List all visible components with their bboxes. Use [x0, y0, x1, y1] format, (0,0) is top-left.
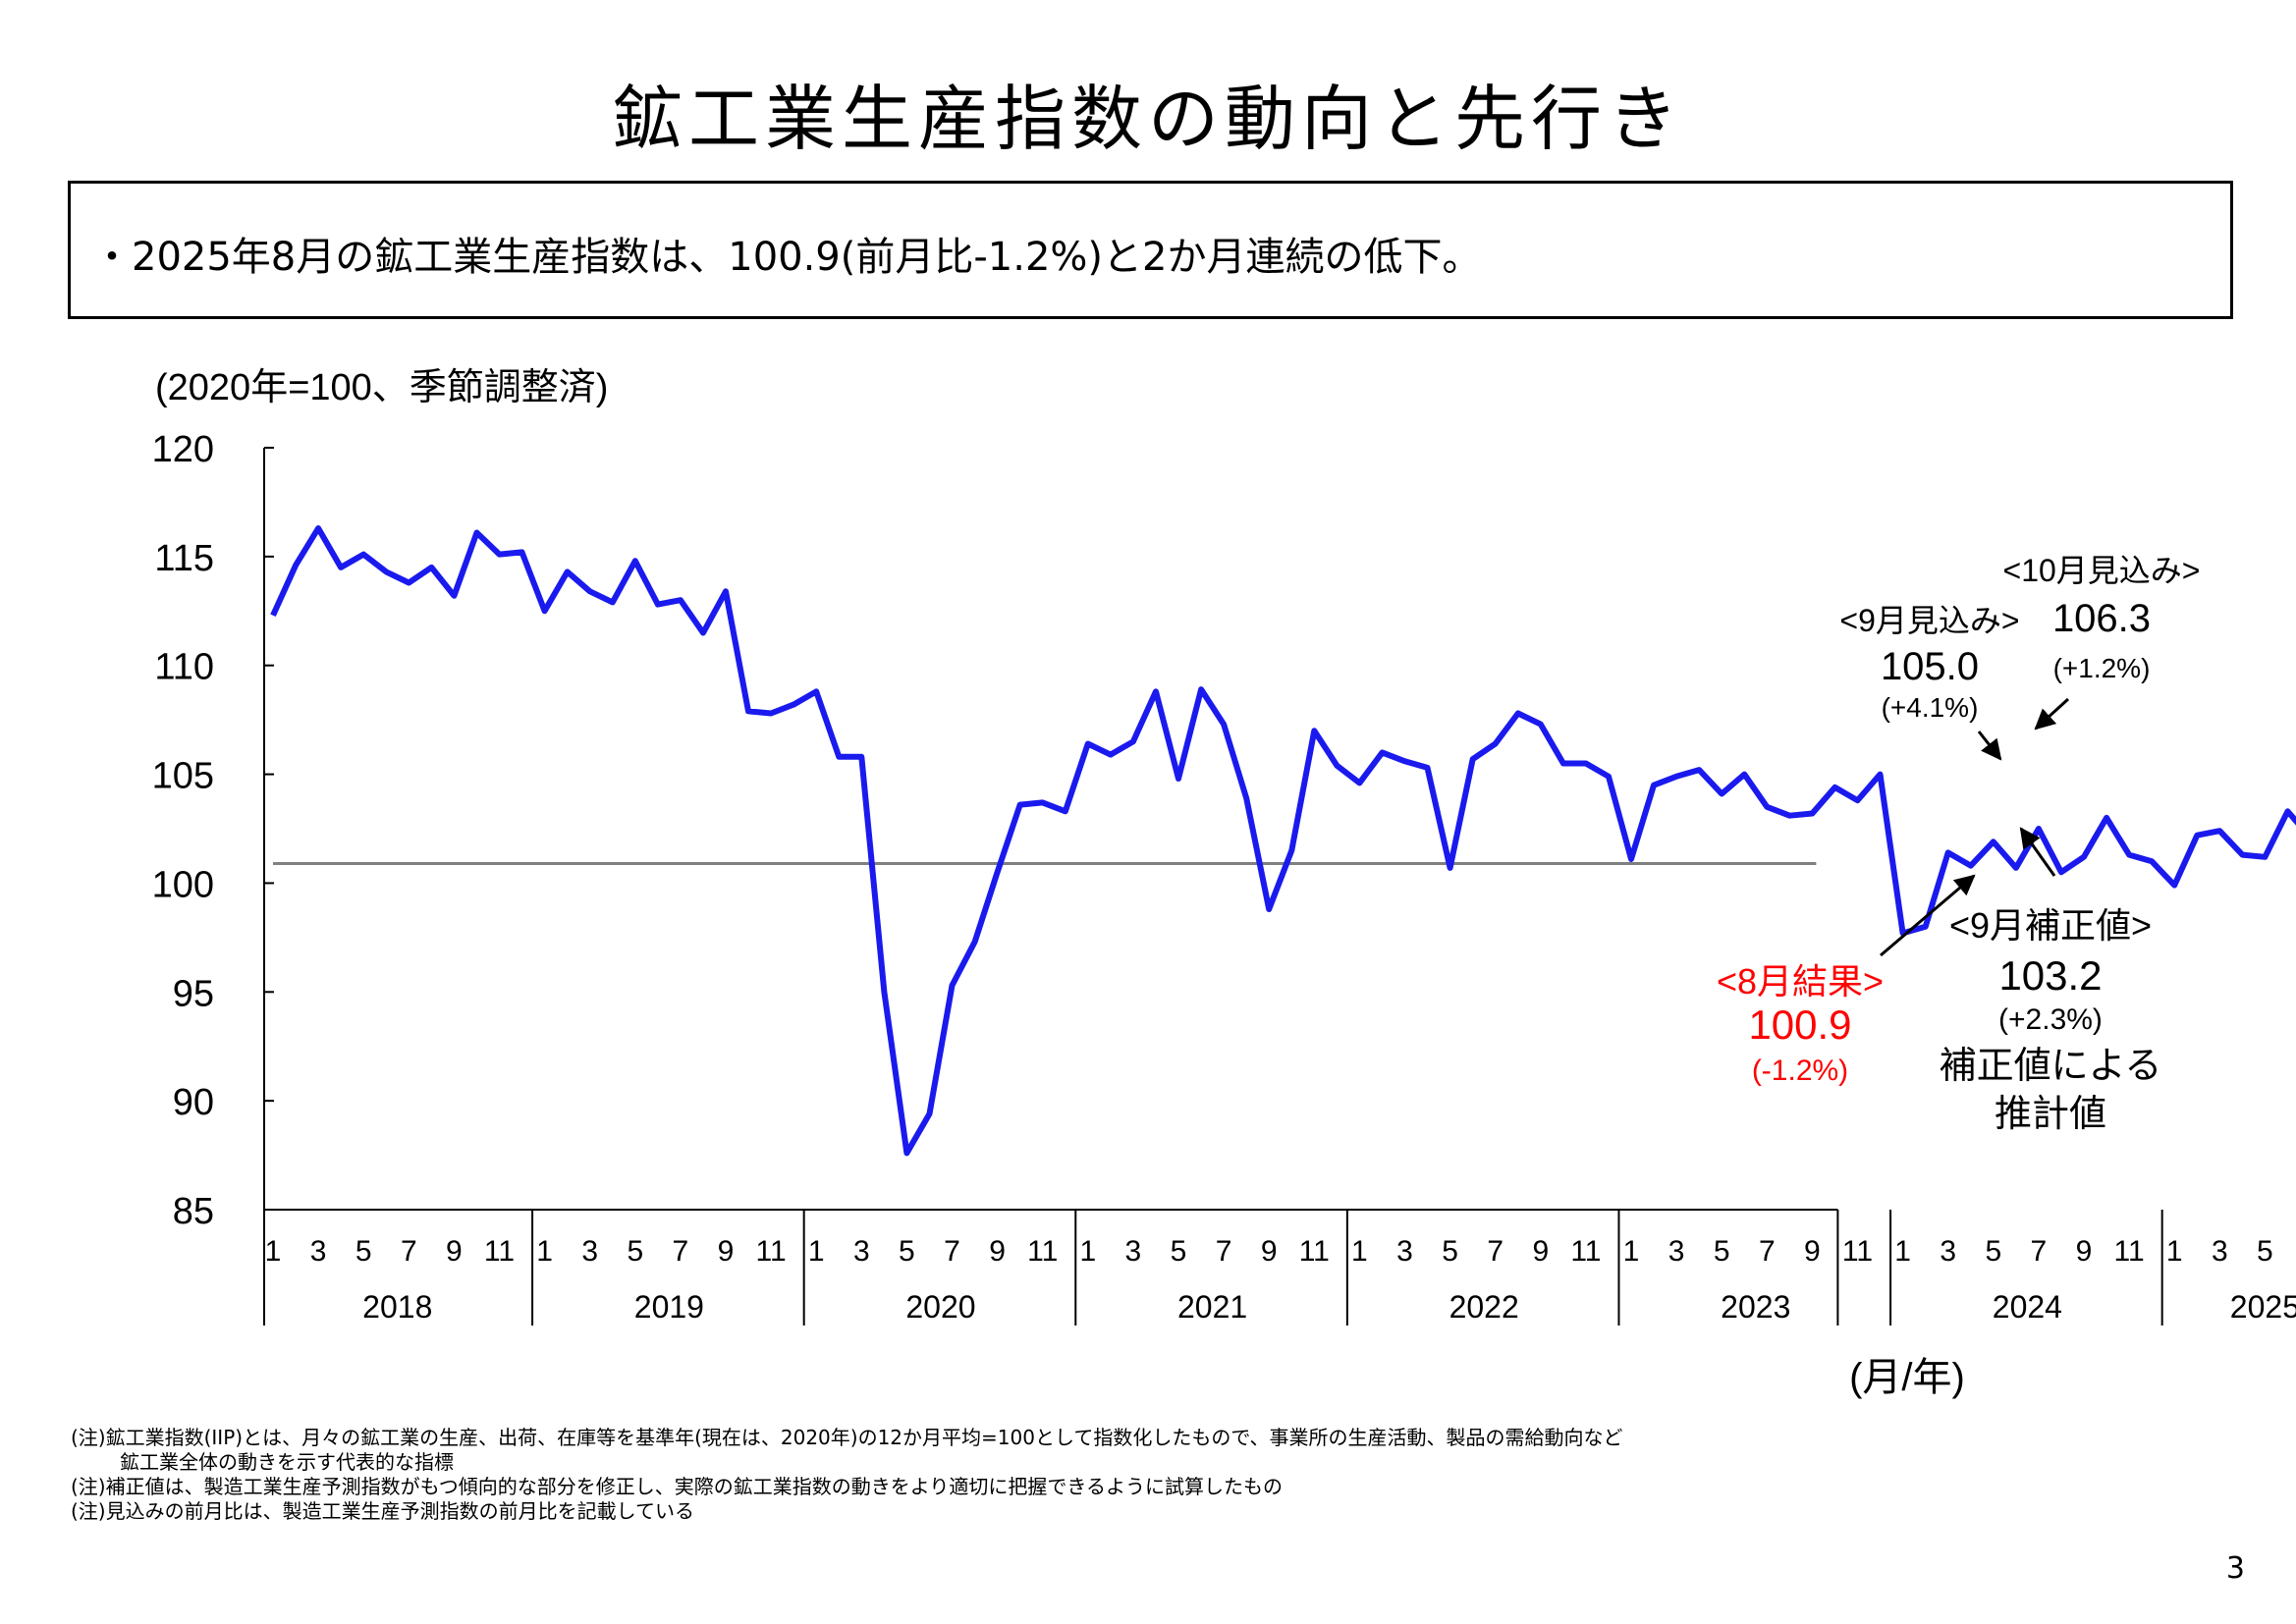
sep-corrected-arrow	[2019, 827, 2056, 877]
page-number: 3	[2225, 1551, 2245, 1586]
x-month-label: 3	[581, 1235, 598, 1268]
x-month-label: 11	[1299, 1235, 1330, 1268]
x-month-label: 5	[1985, 1235, 2001, 1268]
x-month-label: 3	[310, 1235, 327, 1268]
y-tick-label: 95	[173, 973, 214, 1014]
x-month-label: 9	[718, 1235, 735, 1268]
x-year-label: 2025	[2230, 1289, 2296, 1325]
x-month-label: 11	[484, 1235, 515, 1268]
aug-result-value: 100.9	[1748, 1001, 1851, 1048]
summary-box: ・2025年8月の鉱工業生産指数は、100.9(前月比-1.2%)と2か月連続の…	[68, 181, 2233, 319]
sep-corrected-label: <9月補正値>	[1949, 905, 2152, 946]
x-month-label: 11	[1842, 1235, 1873, 1268]
aug-result-label: <8月結果>	[1717, 961, 1884, 1001]
x-month-label: 1	[536, 1235, 553, 1268]
oct-forecast-arrow	[2034, 697, 2070, 731]
x-month-label: 5	[2257, 1235, 2273, 1268]
x-month-label: 5	[899, 1235, 915, 1268]
x-month-label: 9	[2076, 1235, 2093, 1268]
footnote-2: (注)補正値は、製造工業生産予測指数がもつ傾向的な部分を修正し、実際の鉱工業指数…	[71, 1475, 1284, 1498]
x-month-label: 11	[756, 1235, 787, 1268]
x-month-label: 5	[355, 1235, 372, 1268]
summary-text: ・2025年8月の鉱工業生産指数は、100.9(前月比-1.2%)と2か月連続の…	[92, 235, 1482, 280]
x-month-label: 11	[1027, 1235, 1058, 1268]
y-tick-label: 120	[152, 429, 214, 470]
x-month-label: 7	[1216, 1235, 1232, 1268]
x-month-label: 9	[446, 1235, 463, 1268]
x-month-label: 5	[1714, 1235, 1730, 1268]
sep-forecast-label: <9月見込み>	[1839, 603, 2019, 638]
x-month-label: 7	[401, 1235, 417, 1268]
x-month-label: 3	[2212, 1235, 2228, 1268]
y-tick-label: 100	[152, 864, 214, 905]
x-month-label: 1	[265, 1235, 282, 1268]
x-month-label: 3	[853, 1235, 870, 1268]
y-tick-label: 105	[152, 756, 214, 797]
x-year-label: 2024	[1993, 1289, 2062, 1325]
y-tick-label: 115	[154, 538, 214, 579]
x-month-label: 1	[1623, 1235, 1640, 1268]
y-tick-label: 110	[154, 647, 214, 688]
footnote-3: (注)見込みの前月比は、製造工業生産予測指数の前月比を記載している	[71, 1499, 695, 1523]
x-year-label: 2023	[1721, 1289, 1790, 1325]
footnote-1-cont: 鉱工業全体の動きを示す代表的な指標	[120, 1450, 454, 1474]
x-month-label: 1	[2166, 1235, 2183, 1268]
x-year-label: 2019	[634, 1289, 704, 1325]
oct-forecast-change: (+1.2%)	[2053, 653, 2151, 683]
x-month-label: 1	[808, 1235, 825, 1268]
x-year-label: 2020	[905, 1289, 975, 1325]
iip-series-line	[270, 525, 2296, 1157]
sep-corrected-change: (+2.3%)	[1998, 1003, 2103, 1036]
x-month-label: 9	[1532, 1235, 1549, 1268]
sep-corrected-note-line1: 補正値による	[1940, 1046, 2162, 1087]
x-month-label: 3	[1940, 1235, 1956, 1268]
oct-forecast-label: <10月見込み>	[2003, 553, 2201, 588]
x-axis-label: (月/年)	[1849, 1356, 1965, 1399]
x-month-label: 9	[989, 1235, 1006, 1268]
oct-forecast-value: 106.3	[2052, 597, 2151, 640]
x-month-label: 11	[1570, 1235, 1601, 1268]
unit-label: (2020年=100、季節調整済)	[155, 367, 608, 408]
x-month-label: 3	[1125, 1235, 1142, 1268]
aug-result-arrow	[1880, 874, 1976, 957]
sep-forecast-change: (+4.1%)	[1882, 692, 1979, 723]
sep-forecast-value: 105.0	[1881, 645, 1979, 688]
x-month-label: 5	[1171, 1235, 1187, 1268]
x-year-label: 2018	[362, 1289, 432, 1325]
footnotes: (注)鉱工業指数(IIP)とは、月々の鉱工業の生産、出荷、在庫等を基準年(現在は…	[71, 1426, 1623, 1524]
x-year-label: 2022	[1449, 1289, 1519, 1325]
sep-corrected-note-line2: 推計値	[1995, 1094, 2106, 1135]
x-year-label: 2021	[1177, 1289, 1247, 1325]
x-month-label: 7	[673, 1235, 689, 1268]
footnote-1: (注)鉱工業指数(IIP)とは、月々の鉱工業の生産、出荷、在庫等を基準年(現在は…	[71, 1426, 1623, 1449]
x-month-label: 5	[1442, 1235, 1458, 1268]
sep-forecast-arrow	[1977, 731, 2002, 761]
x-month-label: 11	[2114, 1235, 2145, 1268]
x-month-label: 1	[1894, 1235, 1911, 1268]
page-title: 鉱工業生産指数の動向と先行き	[611, 78, 1684, 160]
sep-corrected-value: 103.2	[1998, 952, 2102, 999]
x-month-label: 1	[1351, 1235, 1368, 1268]
x-month-label: 9	[1804, 1235, 1821, 1268]
x-month-label: 1	[1079, 1235, 1096, 1268]
x-month-label: 7	[944, 1235, 960, 1268]
x-month-label: 7	[1487, 1235, 1503, 1268]
x-month-label: 5	[627, 1235, 643, 1268]
x-month-label: 3	[1396, 1235, 1413, 1268]
x-month-label: 7	[2031, 1235, 2048, 1268]
y-tick-label: 85	[173, 1191, 214, 1232]
x-month-label: 7	[1759, 1235, 1776, 1268]
y-tick-label: 90	[173, 1082, 214, 1123]
aug-result-change: (-1.2%)	[1752, 1055, 1848, 1087]
x-month-label: 9	[1261, 1235, 1278, 1268]
x-month-label: 3	[1668, 1235, 1685, 1268]
